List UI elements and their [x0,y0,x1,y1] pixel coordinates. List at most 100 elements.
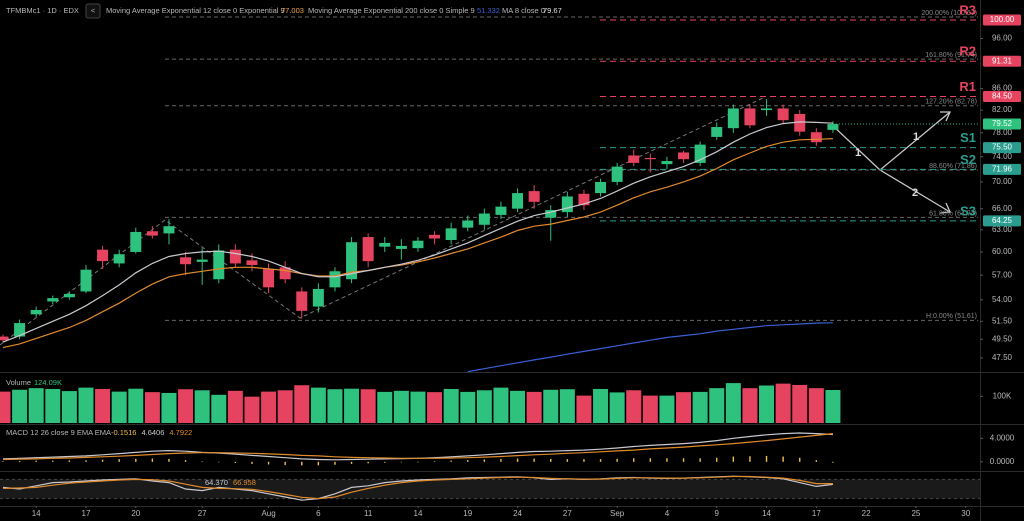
price-badge [983,142,1021,154]
volume-bar [227,390,243,423]
volume-bar [144,392,160,423]
price-badge-label: 64.25 [992,216,1013,225]
candle-body [296,291,308,311]
macd-legend-value: 4.7922 [169,428,192,437]
candle-body [362,237,374,262]
candle-body [346,242,358,280]
volume-bar [211,394,227,423]
x-tick-label: Aug [261,509,275,518]
symbol: TFMBMc1 · 1D · EDX [6,6,79,15]
candle-body [711,127,723,137]
macd-title: MACD 12 26 close 9 EMA EMA [6,428,111,437]
candle-body [163,226,175,234]
macd-histogram [417,461,419,463]
macd-histogram [334,461,336,465]
macd-histogram [699,458,701,462]
candle-body [810,132,822,143]
volume-bar [626,390,642,423]
candle-body [561,196,573,213]
volume-bar [659,395,675,423]
macd-histogram [433,461,436,462]
macd-histogram [716,457,718,462]
candle-body [628,155,640,163]
price-badge [983,55,1021,67]
macd-histogram [599,459,602,462]
y-tick-label: 66.00 [992,204,1013,213]
y-tick-label: 57.00 [992,270,1013,279]
candle-body [462,220,474,228]
fib-label: 88.60% (71.86) [929,163,977,170]
candle-body [379,242,391,247]
candle-body [727,108,739,129]
back-button[interactable] [85,3,101,19]
volume-bar [593,388,609,423]
macd-histogram [765,455,768,462]
volume-bar [261,391,277,423]
level-name: S2 [960,152,976,167]
moving-average [2,121,833,343]
fib-label: H:0.00% (51.61) [926,313,977,320]
volume-bar [460,391,476,423]
candle-body [329,271,341,288]
candle-body [229,249,241,264]
macd-histogram [201,461,203,463]
x-tick-label: 14 [32,509,41,518]
volume-bar [543,389,559,423]
wave-label: 1 [913,131,919,143]
volume-bar [510,390,526,423]
volume-bar [277,390,293,423]
stochastic-legend-value: 64.370 [205,478,228,487]
macd-histogram [267,461,270,465]
indicator-name: Moving Average Exponential 12 close 0 Ex… [106,6,285,15]
volume-bar [410,391,426,423]
y-tick-label: 78.00 [992,128,1013,137]
candle-body [30,309,42,315]
candle-body [694,144,706,163]
y-tick-label: 74.00 [992,152,1013,161]
candle-body [196,259,208,262]
wave-label: 2 [912,187,918,199]
y-tick-label: 47.50 [992,353,1013,362]
candle-body [761,108,773,111]
macd-histogram [682,458,685,462]
candle-body [545,210,557,218]
macd-histogram [168,458,170,462]
stochastic-line [2,475,833,500]
macd-histogram [732,456,735,462]
candle-body [312,288,324,307]
candle-body [80,269,92,292]
x-tick-label: 11 [364,509,373,518]
volume-bar [825,389,841,423]
macd-histogram [749,456,751,462]
fib-label: 127.20% (82.78) [925,99,977,106]
indicator-name: Moving Average Exponential 200 close 0 S… [308,6,475,15]
candle-body [279,267,291,280]
macd-histogram [350,461,353,464]
back-button-label[interactable]: < [91,6,96,15]
candle-body [213,250,225,280]
volume-bar [344,388,360,423]
moving-average [2,138,833,349]
x-tick-label: 22 [862,509,871,518]
candle-body [595,181,607,194]
level-name: R3 [959,2,976,17]
indicator-value: 51.332 [477,6,500,15]
x-tick-label: 9 [715,509,720,518]
macd-histogram [550,458,552,462]
candle-body [578,193,590,206]
macd-histogram [301,461,303,466]
fib-label: 61.80% (64.74) [929,210,977,217]
volume-bar [443,388,459,423]
candle-body [97,249,109,262]
macd-histogram [2,461,4,462]
y-tick-label: 100K [993,392,1012,401]
candle-body [429,234,441,239]
candle-body [445,228,457,240]
candle-body [180,257,192,265]
volume-bar [111,391,127,423]
candle-body [827,124,839,130]
macd-histogram [500,458,502,462]
candle-body [246,260,258,265]
